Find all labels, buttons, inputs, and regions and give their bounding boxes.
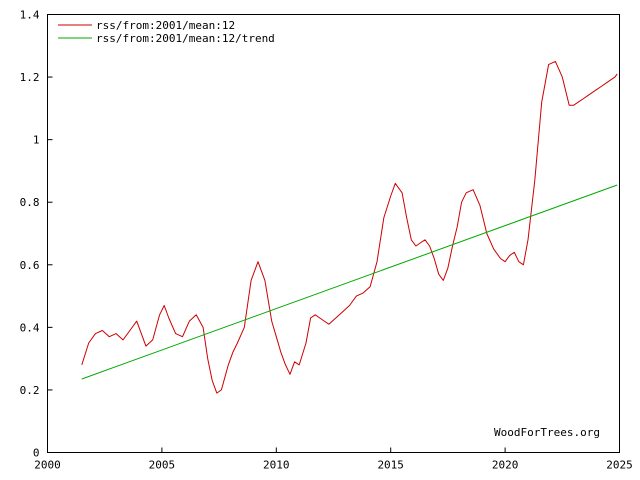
- y-axis: 0 0.2 0.4 0.6 0.8 1 1.2 1.4: [20, 9, 53, 460]
- y-tick-label: 0.4: [20, 321, 40, 334]
- y-tick-label: 0.6: [20, 259, 40, 272]
- watermark: WoodForTrees.org: [494, 426, 600, 439]
- y-tick-label: 0: [33, 447, 40, 460]
- y-tick-label: 1.4: [20, 9, 40, 22]
- series-line-rss-mean: [81, 60, 618, 394]
- series-line-rss-trend: [81, 184, 618, 380]
- x-tick-label: 2010: [263, 459, 290, 472]
- legend-label-rss-trend: rss/from:2001/mean:12/trend: [96, 32, 275, 45]
- x-tick-label: 2000: [34, 459, 61, 472]
- x-tick-label: 2025: [606, 459, 633, 472]
- y-tick-label: 0.2: [20, 384, 40, 397]
- y-tick-label: 1.2: [20, 71, 40, 84]
- x-tick-label: 2005: [149, 459, 176, 472]
- legend: rss/from:2001/mean:12 rss/from:2001/mean…: [58, 19, 275, 45]
- x-tick-label: 2015: [377, 459, 404, 472]
- legend-label-rss-mean: rss/from:2001/mean:12: [96, 19, 235, 32]
- series-layer: [81, 60, 618, 394]
- y-tick-label: 0.8: [20, 196, 40, 209]
- y-tick-label: 1: [33, 134, 40, 147]
- plot-frame: [47, 14, 620, 453]
- x-tick-label: 2020: [492, 459, 519, 472]
- x-axis: 2000 2005 2010 2015 2020 2025: [34, 447, 633, 472]
